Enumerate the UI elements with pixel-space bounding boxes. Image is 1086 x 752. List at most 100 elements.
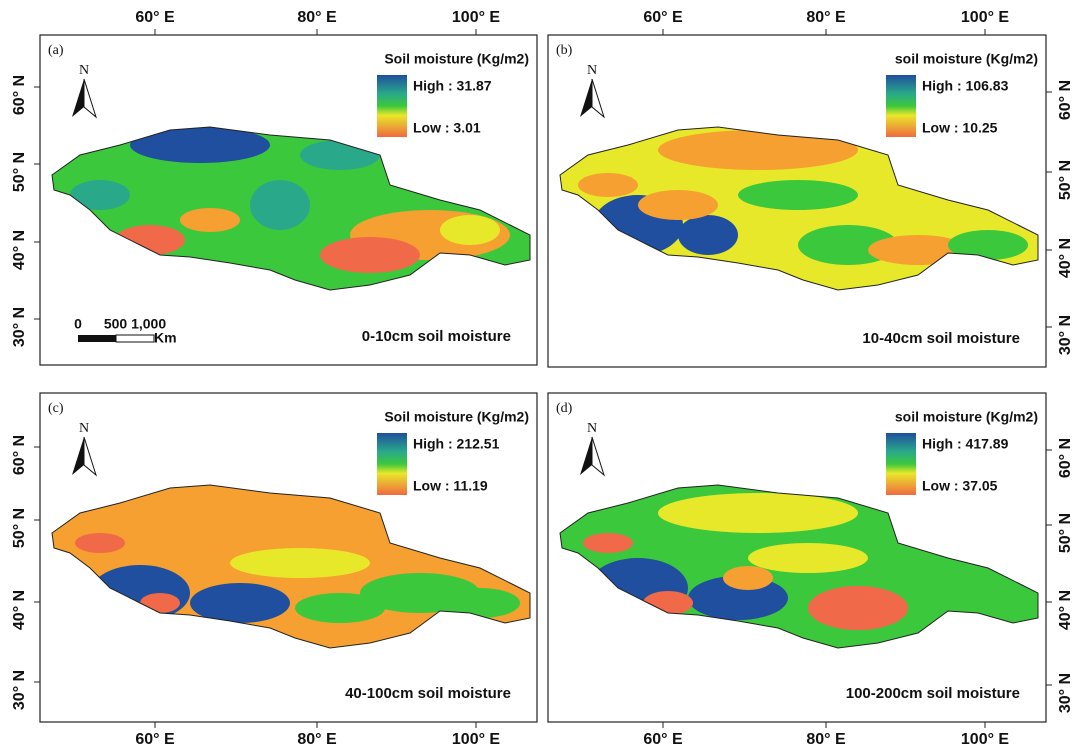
moisture-area [748,543,868,573]
lon-label: 80° E [297,731,337,748]
lat-label: 30° N [1057,315,1074,355]
moisture-area [638,190,718,220]
moisture-area [130,127,270,163]
north-arrow-half [591,78,605,119]
map-panel: (a) N Soil moisture (Kg/m2) High : 31.87 Low… [11,9,538,366]
lat-label: 50° N [1057,513,1074,553]
lat-label: 40° N [1057,238,1074,278]
moisture-area [808,586,908,630]
legend-title: soil moisture (Kg/m2) [895,51,1038,67]
lat-label: 50° N [11,508,28,548]
lat-label: 60° N [11,435,28,475]
moisture-area [578,173,638,197]
moisture-area [250,180,310,230]
lat-label: 50° N [11,152,28,192]
lon-label: 60° E [135,9,175,26]
lon-label: 100° E [452,9,501,26]
moisture-area [190,583,290,623]
north-arrow-half [83,78,97,119]
lat-label: 60° N [1057,80,1074,120]
region-outline [51,484,531,649]
north-arrow-half [591,436,605,477]
panel-label: (c) [48,401,64,416]
scale-bar-black [78,335,116,342]
north-label: N [587,63,597,78]
legend-ramp [886,75,916,137]
legend-high: High : 31.87 [413,78,492,94]
legend-low: Low : 3.01 [413,120,481,136]
lat-label: 50° N [1057,160,1074,200]
panel-label: (a) [48,43,64,58]
legend-low: Low : 11.19 [413,478,488,494]
north-arrow [580,437,592,475]
north-arrow [72,437,84,475]
lon-label: 100° E [452,731,501,748]
legend-ramp [886,433,916,495]
north-label: N [79,421,89,436]
legend-high: High : 417.89 [922,436,1009,452]
legend-title: soil moisture (Kg/m2) [895,409,1038,425]
lon-label: 80° E [806,731,846,748]
scale-label: 0 [74,316,82,332]
north-label: N [587,421,597,436]
moisture-area [440,215,500,245]
lat-label: 60° N [11,75,28,115]
lat-label: 60° N [1057,438,1074,478]
lon-label: 100° E [961,731,1010,748]
lon-label: 60° E [643,731,683,748]
region-outline [559,484,1039,649]
lon-label: 80° E [806,9,846,26]
moisture-area [70,180,130,210]
caption: 40-100cm soil moisture [345,685,511,702]
moisture-area [440,588,520,618]
moisture-area [678,215,738,255]
legend-high: High : 212.51 [413,436,500,452]
map-panel: (c) N Soil moisture (Kg/m2) High : 212.51 Lo… [11,392,538,748]
lon-label: 60° E [643,9,683,26]
region-outline [559,126,1039,291]
lat-label: 40° N [11,590,28,630]
panel-label: (b) [556,43,573,58]
scale-label: 500 1,000 [104,316,166,332]
lat-label: 30° N [11,670,28,710]
north-arrow-half [83,436,97,477]
moisture-area [658,493,858,533]
moisture-area [948,230,1028,260]
legend-title: Soil moisture (Kg/m2) [384,51,529,67]
caption: 0-10cm soil moisture [362,328,511,345]
panel-label: (d) [556,401,573,416]
moisture-area [130,488,350,538]
legend-ramp [377,433,407,495]
moisture-area [723,566,773,590]
north-label: N [79,63,89,78]
lat-label: 40° N [1057,590,1074,630]
lat-label: 30° N [11,307,28,347]
region-outline [51,126,531,291]
moisture-area [320,237,420,273]
lat-label: 30° N [1057,673,1074,713]
legend-title: Soil moisture (Kg/m2) [384,409,529,425]
north-arrow [72,79,84,117]
moisture-area [658,130,858,170]
moisture-area [583,533,633,553]
caption: 100-200cm soil moisture [846,685,1020,702]
legend-high: High : 106.83 [922,78,1009,94]
scale-unit: Km [154,330,177,346]
moisture-area [230,548,370,578]
moisture-area [738,180,858,210]
moisture-area [180,208,240,232]
legend-low: Low : 10.25 [922,120,998,136]
legend-low: Low : 37.05 [922,478,998,494]
lat-label: 40° N [11,230,28,270]
scale-bar-white [115,334,155,343]
moisture-area [295,593,385,623]
lon-label: 100° E [961,9,1010,26]
lon-label: 60° E [135,731,175,748]
north-arrow [580,79,592,117]
moisture-area [75,533,125,553]
caption: 10-40cm soil moisture [862,330,1020,347]
legend-ramp [377,75,407,137]
